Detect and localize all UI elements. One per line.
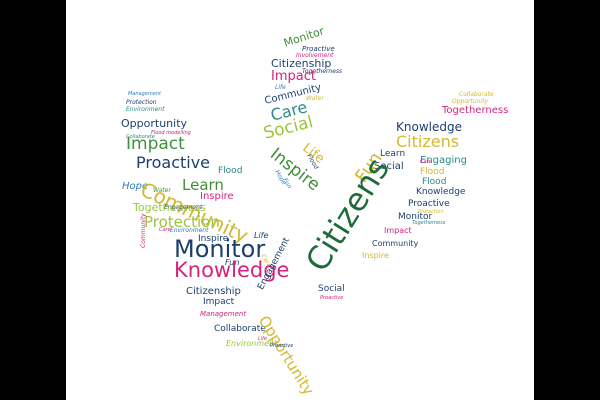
word: Knowledge	[174, 258, 290, 282]
word: Togetherness	[302, 68, 343, 75]
word: Learn	[182, 176, 224, 194]
word: Proactive	[320, 295, 344, 301]
word: Protection	[418, 209, 444, 215]
word: Inspire	[198, 234, 229, 244]
word: Flood modelling	[151, 130, 191, 136]
word: Proactive	[136, 153, 211, 172]
word: Citizens	[396, 132, 460, 151]
word: Engaging	[420, 155, 467, 166]
word: Environment	[126, 106, 165, 113]
word: Togetherness	[133, 201, 206, 214]
word: Water	[153, 187, 171, 194]
word: Opportunity	[254, 312, 318, 399]
word: Flood	[218, 166, 243, 176]
word: Community	[372, 239, 419, 248]
word: Inspire	[362, 251, 389, 260]
word: Social	[318, 284, 345, 294]
word: Flood	[422, 177, 447, 187]
word: Involvement	[296, 52, 334, 59]
word: Protection	[144, 213, 220, 231]
word: Monitor	[174, 235, 266, 263]
word: Citizenship	[186, 286, 241, 297]
word: Water	[306, 95, 324, 102]
word: Management	[128, 91, 161, 97]
word: Monitor	[398, 212, 433, 222]
word: Proactive	[408, 199, 450, 209]
word: Social	[374, 161, 404, 172]
word: Life	[258, 336, 268, 342]
word: Life	[275, 84, 286, 91]
word: Life	[254, 231, 269, 240]
word: Environment	[170, 227, 209, 234]
word: Inspire	[200, 191, 234, 202]
word: Collaborate	[459, 91, 494, 98]
word: Environment	[226, 339, 278, 348]
word: Community	[140, 213, 147, 248]
word-cloud-canvas: Monitor Proactive Involvement Citizenshi…	[66, 0, 534, 400]
word: Knowledge	[416, 187, 466, 197]
word: Togetherness	[412, 220, 446, 226]
word: Protection	[126, 99, 157, 106]
word: Collaborate	[214, 324, 266, 334]
word: Flood	[420, 167, 445, 177]
word: Collaborate	[126, 134, 155, 140]
word: Impact	[203, 297, 235, 307]
word: Management	[200, 310, 247, 318]
word: Togetherness	[442, 105, 509, 116]
word: Hope	[122, 181, 149, 192]
word: Care	[159, 227, 171, 233]
word: Citizenship	[271, 57, 332, 70]
word: Learn	[380, 149, 406, 159]
word: Opportunity	[121, 117, 188, 130]
word: Impact	[271, 69, 316, 84]
word: Knowledge	[396, 120, 462, 134]
word: Proactive	[302, 45, 335, 53]
word: Proactive	[270, 343, 294, 349]
word: Opportunity	[452, 98, 489, 105]
word: Social	[261, 112, 316, 144]
word: Engagement	[164, 204, 203, 211]
word: Fun	[225, 258, 240, 267]
word: Impact	[126, 134, 185, 154]
word: Care	[420, 159, 432, 165]
word: Impact	[384, 226, 412, 235]
